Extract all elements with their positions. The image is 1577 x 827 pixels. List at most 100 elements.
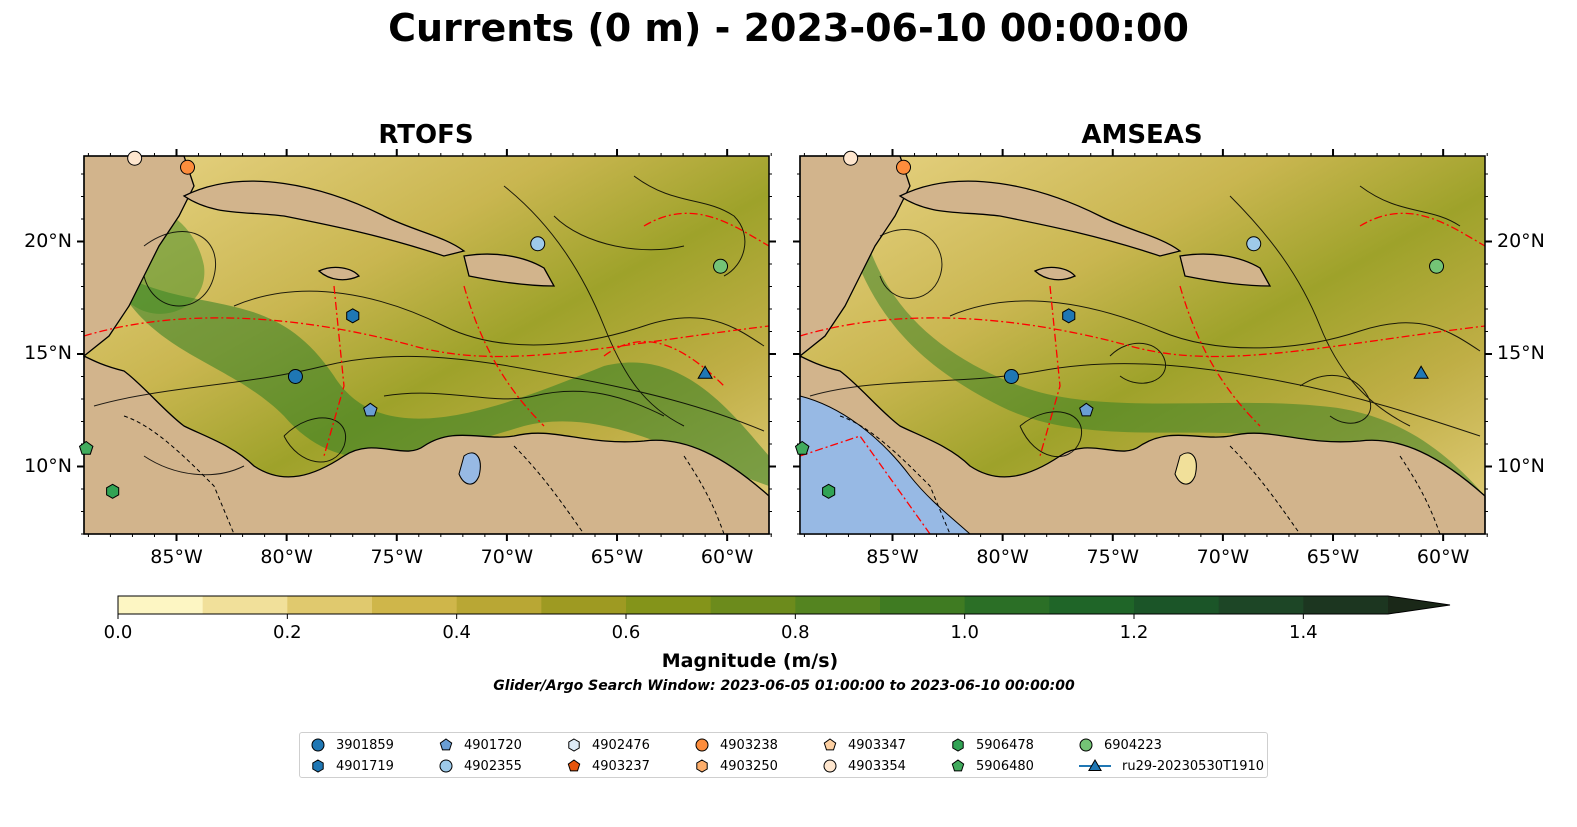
lon-tick-label: 70°W bbox=[1196, 546, 1250, 568]
circle-marker bbox=[311, 738, 325, 752]
hexagon-marker-icon bbox=[568, 738, 580, 752]
observation-marker bbox=[530, 236, 546, 252]
legend-item: 3901859 bbox=[310, 736, 394, 754]
land-hispaniola bbox=[463, 253, 556, 287]
legend-item: 4903250 bbox=[694, 757, 778, 775]
colorbar-outline bbox=[117, 595, 1451, 615]
circle-marker bbox=[823, 759, 837, 773]
legend-item: ru29-20230530T1910 bbox=[1078, 757, 1264, 775]
colorbar-block bbox=[372, 596, 458, 614]
axis-ticks bbox=[77, 149, 1492, 541]
circle-marker-icon bbox=[823, 759, 837, 773]
colorbar-block bbox=[1303, 596, 1389, 614]
lon-tick-label: 80°W bbox=[260, 546, 313, 568]
pentagon-marker bbox=[439, 738, 453, 751]
lake-maracaibo bbox=[1174, 452, 1197, 485]
maps-canvas bbox=[77, 149, 1492, 541]
legend-label: 5906478 bbox=[976, 737, 1034, 753]
rtofs-panel-title: RTOFS bbox=[378, 120, 474, 150]
colorbar-block bbox=[287, 596, 373, 614]
observation-marker bbox=[78, 440, 94, 455]
lon-tick-label: 85°W bbox=[866, 546, 919, 568]
legend: 3901859 4901719 4901720 4902355 4902476 49032… bbox=[299, 732, 1268, 778]
lat-tick-label: 20°N bbox=[24, 229, 72, 252]
lat-tick-label: 10°N bbox=[1497, 454, 1545, 477]
lon-tick-label: 65°W bbox=[1306, 546, 1360, 568]
amseas-panel-title: AMSEAS bbox=[1081, 120, 1203, 150]
colorbar-tick-label: 0.8 bbox=[781, 622, 810, 643]
pentagon-marker-icon bbox=[439, 738, 453, 751]
legend-item: 4903237 bbox=[566, 757, 650, 775]
legend-item: 4902355 bbox=[438, 757, 522, 775]
colorbar-block bbox=[541, 596, 627, 614]
hexagon-marker bbox=[568, 738, 580, 752]
land-cuba bbox=[898, 180, 1182, 257]
colorbar-block bbox=[710, 596, 796, 614]
circle-marker-icon bbox=[1079, 738, 1093, 752]
land-jamaica bbox=[1033, 266, 1077, 281]
amseas-map bbox=[799, 155, 1486, 535]
legend-item: 4901719 bbox=[310, 757, 394, 775]
colorbar-block bbox=[1049, 596, 1135, 614]
legend-item: 5906478 bbox=[950, 736, 1034, 754]
streamlines bbox=[93, 175, 765, 476]
observation-marker bbox=[106, 483, 120, 499]
colorbar-tick-label: 0.0 bbox=[103, 622, 133, 643]
colorbar-label: Magnitude (m/s) bbox=[661, 650, 839, 672]
lon-tick-label: 70°W bbox=[480, 546, 534, 568]
hexagon-marker bbox=[696, 759, 708, 773]
hexagon-marker bbox=[312, 759, 324, 773]
streamlines bbox=[809, 185, 1481, 457]
colorbar-tick-label: 1.0 bbox=[950, 622, 979, 643]
land-south-america bbox=[799, 354, 1486, 535]
legend-label: 4903238 bbox=[720, 737, 778, 753]
triangle-marker bbox=[1088, 759, 1102, 771]
legend-label: 4902476 bbox=[592, 737, 650, 753]
lat-tick-label: 15°N bbox=[1497, 342, 1545, 364]
observation-marker bbox=[363, 402, 378, 417]
observation-marker bbox=[180, 159, 196, 175]
lon-tick-label: 80°W bbox=[976, 546, 1029, 568]
observation-marker bbox=[822, 483, 836, 499]
legend-label: 4903347 bbox=[848, 737, 906, 753]
pentagon-marker-icon bbox=[951, 759, 965, 772]
observation-marker bbox=[1246, 236, 1262, 252]
legend-label: 4903237 bbox=[592, 758, 650, 774]
legend-label: ru29-20230530T1910 bbox=[1122, 758, 1265, 774]
circle-marker bbox=[1079, 738, 1093, 752]
lat-tick-label: 15°N bbox=[24, 342, 72, 364]
observation-marker bbox=[843, 150, 859, 166]
land-cuba bbox=[182, 180, 466, 257]
legend-item: 4903238 bbox=[694, 736, 778, 754]
search-window-label: Glider/Argo Search Window: 2023-06-05 01… bbox=[493, 678, 1075, 694]
lon-tick-label: 60°W bbox=[700, 546, 754, 568]
observation-marker bbox=[287, 369, 303, 384]
land-south-america bbox=[83, 354, 770, 535]
observation-marker bbox=[794, 440, 810, 455]
legend-label: 4903250 bbox=[720, 758, 778, 774]
legend-label: 4901720 bbox=[464, 737, 522, 753]
observation-marker bbox=[697, 365, 713, 379]
lon-tick-label: 75°W bbox=[370, 546, 423, 568]
observation-marker bbox=[346, 308, 360, 324]
colorbar-block bbox=[456, 596, 542, 614]
eez-boundaries bbox=[799, 212, 1486, 535]
colorbar-block bbox=[1218, 596, 1304, 614]
colorbar-extend-arrow bbox=[1388, 596, 1450, 614]
legend-label: 5906480 bbox=[976, 758, 1034, 774]
colorbar-tick-label: 0.4 bbox=[442, 622, 471, 643]
legend-label: 6904223 bbox=[1104, 737, 1162, 753]
lake-maracaibo bbox=[458, 452, 481, 485]
triangle-marker-icon bbox=[1079, 759, 1111, 771]
lon-tick-label: 85°W bbox=[150, 546, 203, 568]
pentagon-marker-icon bbox=[823, 738, 837, 751]
circle-marker-icon bbox=[311, 738, 325, 752]
legend-label: 4903354 bbox=[848, 758, 906, 774]
circle-marker-icon bbox=[439, 759, 453, 773]
legend-label: 4901719 bbox=[336, 758, 394, 774]
rtofs-map bbox=[83, 155, 770, 535]
colorbar bbox=[117, 595, 1451, 619]
colorbar-tick-label: 0.6 bbox=[611, 622, 641, 643]
pentagon-marker-icon bbox=[567, 759, 581, 772]
observation-marker bbox=[1413, 365, 1429, 379]
